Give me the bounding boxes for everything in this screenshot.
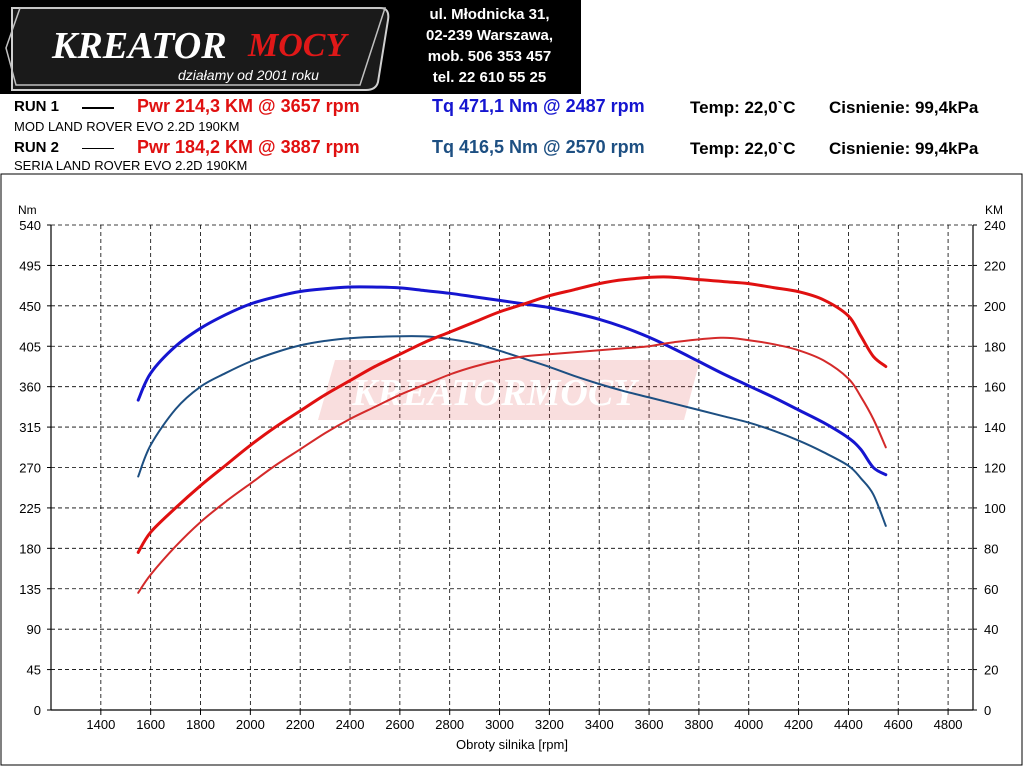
y-left-tick-label: 270 [19, 461, 41, 476]
y-right-tick-label: 0 [984, 703, 991, 718]
run1-pressure: Cisnienie: 99,4kPa [829, 98, 979, 117]
watermark: KREATORMOCY [318, 360, 700, 420]
y-left-tick-label: 0 [34, 703, 41, 718]
axes: 1400 1600 1800 2000 2200 2400 2600 2800 3000 3200… [19, 218, 1005, 732]
address-line: ul. Młodnicka 31, [429, 6, 550, 23]
x-tick-label: 1800 [186, 717, 215, 732]
y-left-tick-label: 180 [19, 541, 41, 556]
y-left-tick-label: 315 [19, 420, 41, 435]
y-left-tick-label: 405 [19, 339, 41, 354]
run2-description: SERIA LAND ROVER EVO 2.2D 190KM [14, 158, 248, 173]
y-left-tick-label: 135 [19, 582, 41, 597]
x-tick-label: 3400 [585, 717, 614, 732]
x-tick-label: 2400 [336, 717, 365, 732]
x-tick-label: 4200 [784, 717, 813, 732]
x-tick-label: 4800 [934, 717, 963, 732]
run1-legend-line [82, 107, 114, 109]
x-tick-label: 2200 [286, 717, 315, 732]
logo-text-2: MOCY [247, 27, 349, 64]
run2-torque: Tq 416,5 Nm @ 2570 rpm [432, 137, 645, 157]
x-tick-label: 3800 [684, 717, 713, 732]
x-tick-label: 4600 [884, 717, 913, 732]
y-right-tick-label: 80 [984, 541, 998, 556]
y-right-tick-label: 240 [984, 218, 1006, 233]
address-line: tel. 22 610 55 25 [432, 69, 547, 86]
run1-temp: Temp: 22,0`C [690, 98, 796, 117]
y-left-tick-label: 45 [27, 663, 41, 678]
series-line-power-run2 [137, 336, 887, 594]
x-tick-label: 1600 [136, 717, 165, 732]
run1-description: MOD LAND ROVER EVO 2.2D 190KM [14, 119, 240, 134]
logo-graphic: KREATOR MOCY działamy od 2001 roku [5, 7, 390, 91]
y-right-label: KM [985, 203, 1003, 217]
address-line: 02-239 Warszawa, [425, 27, 554, 44]
x-tick-label: 4000 [734, 717, 763, 732]
logo: KREATOR MOCY działamy od 2001 roku [0, 0, 398, 94]
y-right-tick-label: 160 [984, 380, 1006, 395]
run1-label: RUN 1 [14, 98, 60, 115]
y-right-tick-label: 140 [984, 420, 1006, 435]
y-left-label: Nm [18, 203, 37, 217]
logo-tagline: działamy od 2001 roku [178, 67, 319, 83]
y-left-tick-label: 495 [19, 258, 41, 273]
x-tick-label: 2800 [435, 717, 464, 732]
run2-label: RUN 2 [14, 139, 60, 156]
series-line-power-run1 [136, 275, 888, 554]
y-right-tick-label: 40 [984, 622, 998, 637]
grid [51, 224, 973, 711]
series-line-torque-run2 [137, 335, 887, 527]
logo-text-1: KREATOR [51, 25, 227, 67]
run2-power: Pwr 184,2 KM @ 3887 rpm [137, 137, 360, 157]
y-left-tick-label: 450 [19, 299, 41, 314]
y-right-tick-label: 20 [984, 663, 998, 678]
y-left-tick-label: 360 [19, 380, 41, 395]
y-right-tick-label: 60 [984, 582, 998, 597]
x-axis-label: Obroty silnika [rpm] [456, 737, 568, 752]
run2-pressure: Cisnienie: 99,4kPa [829, 139, 979, 158]
x-tick-label: 4400 [834, 717, 863, 732]
run1-power: Pwr 214,3 KM @ 3657 rpm [137, 96, 360, 116]
y-right-tick-label: 100 [984, 501, 1006, 516]
x-tick-label: 2000 [236, 717, 265, 732]
run2-temp: Temp: 22,0`C [690, 139, 796, 158]
run1-torque: Tq 471,1 Nm @ 2487 rpm [432, 96, 645, 116]
y-right-tick-label: 200 [984, 299, 1006, 314]
x-tick-label: 2600 [385, 717, 414, 732]
x-tick-label: 1400 [86, 717, 115, 732]
y-right-tick-label: 220 [984, 258, 1006, 273]
y-left-tick-label: 90 [27, 622, 41, 637]
run2-legend-line [82, 148, 114, 149]
y-right-tick-label: 120 [984, 461, 1006, 476]
address-line: mob. 506 353 457 [427, 48, 552, 65]
chart-frame [0, 173, 1023, 766]
address-box: ul. Młodnicka 31, 02-239 Warszawa, mob. … [398, 0, 581, 94]
watermark-text: KREATORMOCY [351, 372, 640, 414]
y-right-tick-label: 180 [984, 339, 1006, 354]
x-tick-label: 3600 [635, 717, 664, 732]
y-left-tick-label: 540 [19, 218, 41, 233]
y-left-tick-label: 225 [19, 501, 41, 516]
x-tick-label: 3200 [535, 717, 564, 732]
x-tick-label: 3000 [485, 717, 514, 732]
series [136, 275, 888, 594]
